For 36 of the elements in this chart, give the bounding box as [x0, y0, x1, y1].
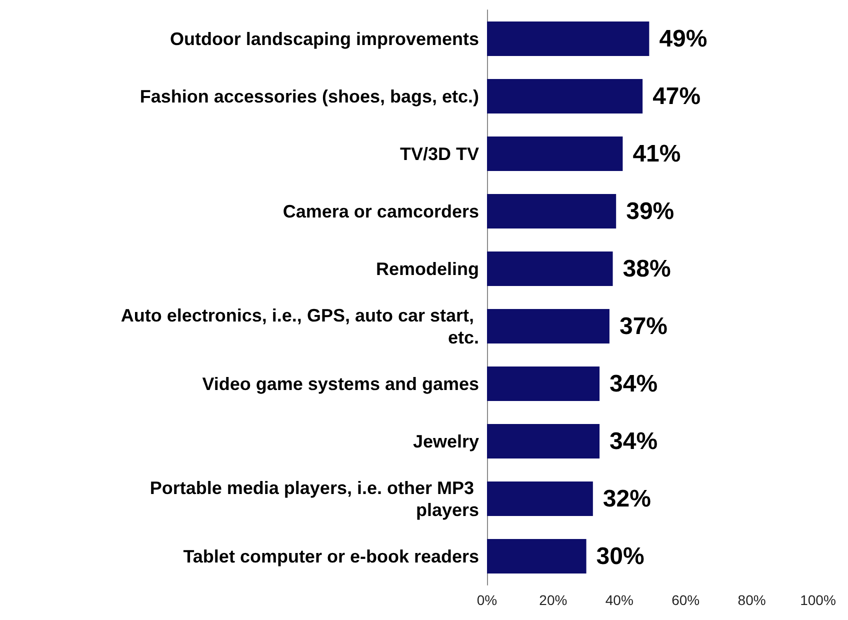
data-label: 30% [596, 542, 644, 570]
x-tick-label: 20% [539, 592, 568, 608]
bar [487, 482, 593, 516]
data-label: 32% [602, 485, 651, 512]
bar [487, 136, 623, 171]
y-tick-label: Video game systems and games [202, 374, 479, 394]
x-tick-label: 100% [800, 592, 836, 608]
y-tick-label: Portable media players, i.e. other MP3 players [150, 478, 479, 520]
bar [487, 424, 600, 458]
data-label: 41% [632, 140, 681, 168]
y-tick-label: Tablet computer or e-book readers [183, 546, 479, 566]
bar [487, 309, 610, 344]
y-tick-label: Outdoor landscaping improvements [170, 28, 479, 49]
y-tick-label: Camera or camcorders [282, 201, 479, 222]
bar [487, 194, 616, 228]
data-label: 37% [619, 312, 668, 340]
bar [487, 79, 643, 114]
bar [487, 366, 600, 401]
data-label: 49% [659, 25, 708, 52]
y-tick-label: Remodeling [376, 258, 479, 279]
bar [487, 22, 650, 56]
y-tick-label: Jewelry [412, 431, 479, 452]
data-label: 39% [626, 198, 674, 225]
x-tick-label: 0% [476, 592, 498, 608]
data-label: 34% [610, 370, 658, 398]
x-tick-label: 60% [672, 592, 700, 608]
x-tick-label: 40% [605, 592, 634, 608]
data-label: 47% [652, 82, 701, 110]
data-label: 34% [610, 428, 658, 455]
bar [487, 252, 613, 286]
x-tick-label: 80% [738, 592, 766, 608]
y-tick-label: Fashion accessories (shoes, bags, etc.) [140, 86, 479, 106]
data-label: 38% [622, 255, 671, 282]
bar [487, 539, 586, 574]
y-tick-label: Auto electronics, i.e., GPS, auto car start, etc. [120, 305, 479, 348]
y-tick-label: TV/3D TV [400, 144, 479, 164]
